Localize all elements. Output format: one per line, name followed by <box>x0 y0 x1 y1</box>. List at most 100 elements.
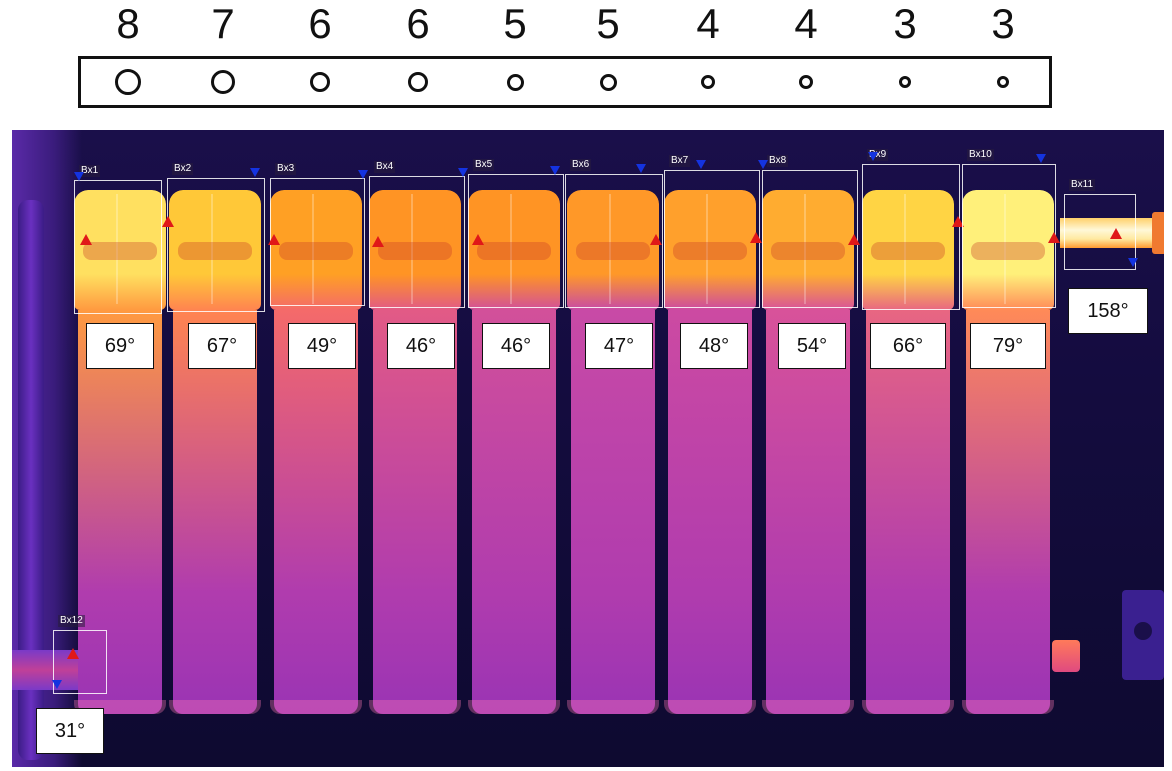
radiator-section <box>762 190 854 714</box>
section-foot <box>369 700 461 714</box>
radiator-section <box>169 190 261 714</box>
section-band <box>971 242 1045 260</box>
valve-opening-icon <box>408 72 428 92</box>
section-rib <box>1004 194 1007 304</box>
min-temp-marker-icon <box>636 164 646 173</box>
radiator-section <box>567 190 659 714</box>
section-body <box>274 310 358 714</box>
valve-setting-numbers: 8 7 6 6 5 5 4 4 3 3 <box>0 0 1172 50</box>
valve-setting-value: 8 <box>116 0 140 47</box>
section-body <box>78 310 162 714</box>
radiator-section <box>664 190 756 714</box>
radiator-section <box>270 190 362 714</box>
measurement-box: Bx8 <box>762 155 858 308</box>
box-label: Bx7 <box>669 155 691 167</box>
min-temp-marker-icon <box>1128 258 1138 267</box>
section-band <box>378 242 452 260</box>
measurement-box: Bx7 <box>664 155 760 308</box>
measurement-box: Bx2 <box>167 163 265 312</box>
section-foot <box>664 700 756 714</box>
min-temp-marker-icon <box>696 160 706 169</box>
min-temp-marker-icon <box>458 168 468 177</box>
section-temperature-label: 49° <box>288 323 356 369</box>
section-temperature-label: 48° <box>680 323 748 369</box>
section-band <box>477 242 551 260</box>
section-temperature-label: 46° <box>387 323 455 369</box>
box-label: Bx3 <box>275 163 297 175</box>
section-header <box>862 190 954 310</box>
section-band <box>871 242 945 260</box>
section-header <box>762 190 854 310</box>
section-band <box>673 242 747 260</box>
inlet-measurement-box: Bx11 <box>1064 179 1136 270</box>
section-foot <box>270 700 362 714</box>
valve-opening-icon <box>211 70 235 94</box>
max-temp-marker-icon <box>952 216 964 227</box>
measurement-box: Bx9 <box>862 149 960 310</box>
measurement-box: Bx10 <box>962 149 1056 308</box>
max-temp-marker-icon <box>650 234 662 245</box>
section-temperature-label: 69° <box>86 323 154 369</box>
section-rib <box>804 194 807 304</box>
section-foot <box>468 700 560 714</box>
section-header <box>567 190 659 310</box>
max-temp-marker-icon <box>67 648 79 659</box>
max-temp-marker-icon <box>268 234 280 245</box>
section-band <box>178 242 252 260</box>
section-header <box>169 190 261 310</box>
section-rib <box>312 194 315 304</box>
min-temp-marker-icon <box>550 166 560 175</box>
valve-setting-value: 3 <box>991 0 1015 47</box>
valve-opening-icon <box>310 72 330 92</box>
section-temperature-label: 47° <box>585 323 653 369</box>
section-rib <box>904 194 907 304</box>
section-body <box>472 310 556 714</box>
valve-opening-icon <box>115 69 141 95</box>
min-temp-marker-icon <box>758 160 768 169</box>
section-band <box>771 242 845 260</box>
box-label: Bx11 <box>1069 179 1096 191</box>
section-header <box>369 190 461 310</box>
section-header <box>962 190 1054 310</box>
valve-setting-strip <box>78 56 1052 108</box>
max-temp-marker-icon <box>848 234 860 245</box>
section-body <box>966 310 1050 714</box>
section-temperature-label: 54° <box>778 323 846 369</box>
radiator-section <box>468 190 560 714</box>
valve-opening-icon <box>997 76 1009 88</box>
section-header <box>270 190 362 310</box>
radiator-section <box>862 190 954 714</box>
valve-setting-value: 7 <box>211 0 235 47</box>
supply-pipe-fitting <box>1152 212 1164 254</box>
max-temp-marker-icon <box>1110 228 1122 239</box>
section-foot <box>169 700 261 714</box>
valve-setting-value: 4 <box>696 0 720 47</box>
section-foot <box>862 700 954 714</box>
radiator-section <box>962 190 1054 714</box>
valve-opening-icon <box>701 75 715 89</box>
min-temp-marker-icon <box>1036 154 1046 163</box>
section-body <box>173 310 257 714</box>
section-band <box>576 242 650 260</box>
outlet-measurement-box: Bx12 <box>53 615 107 694</box>
min-temp-marker-icon <box>74 172 84 181</box>
section-band <box>83 242 157 260</box>
section-rib <box>116 194 119 304</box>
valve-opening-icon <box>799 75 813 89</box>
max-temp-marker-icon <box>1048 232 1060 243</box>
section-rib <box>510 194 513 304</box>
section-body <box>766 310 850 714</box>
section-rib <box>609 194 612 304</box>
section-band <box>279 242 353 260</box>
min-temp-marker-icon <box>250 168 260 177</box>
valve-setting-value: 5 <box>503 0 527 47</box>
inlet-temperature-label: 158° <box>1068 288 1148 334</box>
section-rib <box>706 194 709 304</box>
min-temp-marker-icon <box>358 170 368 179</box>
measurement-box: Bx1 <box>74 165 162 314</box>
valve-setting-value: 6 <box>308 0 332 47</box>
measurement-box: Bx5 <box>468 159 564 308</box>
section-temperature-label: 46° <box>482 323 550 369</box>
section-foot <box>567 700 659 714</box>
max-temp-marker-icon <box>472 234 484 245</box>
